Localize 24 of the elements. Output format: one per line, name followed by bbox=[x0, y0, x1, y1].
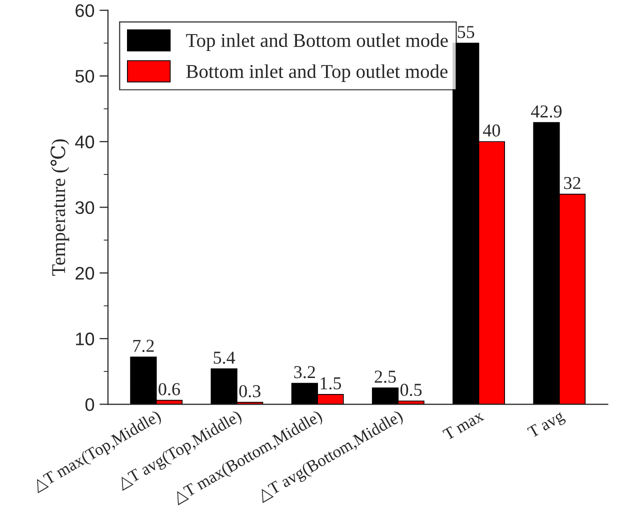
y-tick-label: 50 bbox=[75, 70, 94, 83]
data-label: 0.5 bbox=[400, 384, 422, 396]
legend-label: Bottom inlet and Top outlet mode bbox=[186, 64, 448, 82]
y-axis-title: Temperature (℃) bbox=[50, 139, 70, 276]
x-tick-label: T max bbox=[442, 410, 484, 441]
data-label: 55 bbox=[458, 26, 474, 38]
data-label: 0.3 bbox=[239, 385, 260, 398]
data-label: 3.2 bbox=[294, 366, 315, 378]
y-tick-label: 10 bbox=[76, 332, 94, 346]
data-label: 7.2 bbox=[133, 340, 154, 352]
data-label: 2.5 bbox=[374, 370, 396, 383]
y-tick-label: 0 bbox=[85, 398, 94, 411]
data-label: 5.4 bbox=[214, 352, 236, 364]
y-tick-label: 30 bbox=[75, 201, 94, 214]
data-label: 42.9 bbox=[531, 105, 562, 118]
data-label: 40 bbox=[482, 124, 500, 137]
y-tick-label: 40 bbox=[75, 136, 94, 148]
y-tick-label: 60 bbox=[76, 4, 94, 18]
legend-label: Top inlet and Bottom outlet mode bbox=[186, 33, 448, 51]
y-tick-label: 20 bbox=[76, 266, 94, 280]
data-label: 1.5 bbox=[320, 377, 342, 390]
data-label: 32 bbox=[564, 176, 580, 190]
data-label: 0.6 bbox=[158, 383, 180, 396]
x-tick-label: T avg bbox=[526, 410, 567, 442]
